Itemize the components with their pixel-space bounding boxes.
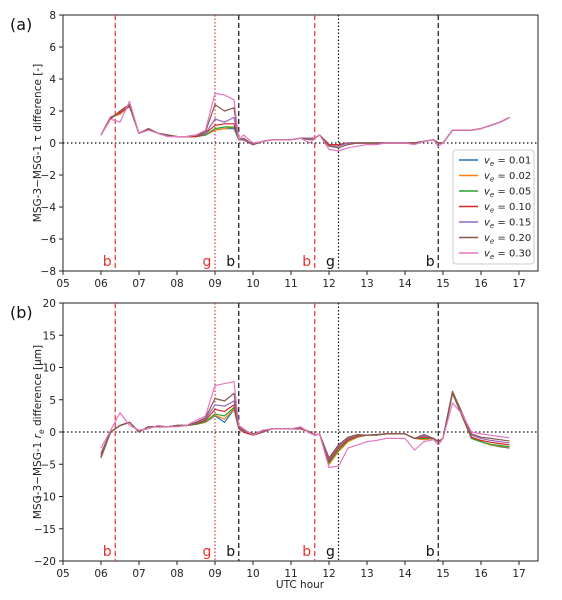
legend-label-6: ve = 0.30 [484, 249, 531, 262]
panel-a-event-label-0: b [103, 254, 112, 270]
panel-b-x-tick-label-1: 06 [94, 568, 108, 580]
panel-b-event-label-0: b [103, 544, 112, 560]
legend-label-0: ve = 0.01 [484, 156, 531, 169]
panel-b-event-label-5: b [426, 544, 435, 560]
panel-b-y-axis-label: MSG-3−MSG-1 re difference [μm] [32, 345, 46, 519]
legend-label-3: ve = 0.10 [484, 202, 531, 215]
panel-a-y-tick-label-4: 0 [49, 138, 56, 150]
panel-b-x-axis-label: UTC hour [276, 579, 325, 591]
panel-a-event-label-1: g [203, 254, 212, 270]
panel-b-x-tick-label-8: 13 [360, 568, 373, 580]
panel-b-y-tick-label-0: −20 [34, 556, 56, 568]
panel-a-y-tick-label-1: −6 [41, 234, 57, 246]
panel-a-y-tick-label-5: 2 [49, 106, 56, 118]
legend: ve = 0.01 ve = 0.02 ve = 0.05 ve = 0.10 ve =… [452, 149, 535, 265]
panel-b-event-lines [114, 303, 439, 561]
panel-b-event-label-1: g [203, 544, 212, 560]
panel-a-event-label-3: b [302, 254, 311, 270]
panel-b-y-tick-label-7: 15 [43, 330, 56, 342]
panel-b-y-tick-label-5: 5 [49, 395, 56, 407]
panel-a-x-tick-label-5: 10 [246, 278, 259, 290]
panel-b-x-tick-label-0: 05 [56, 568, 69, 580]
legend-box [452, 149, 535, 265]
legend-items: ve = 0.01 ve = 0.02 ve = 0.05 ve = 0.10 ve =… [459, 156, 531, 262]
panel-a-x-tick-label-8: 13 [360, 278, 373, 290]
panel-a-x-tick-label-0: 05 [56, 278, 69, 290]
panel-a-y-tick-label-0: −8 [41, 266, 56, 278]
panel-a-event-label-2: b [226, 254, 235, 270]
panel-b-y-tick-label-8: 20 [43, 298, 56, 310]
panel-a-event-label-4: g [326, 254, 335, 270]
panel-a-series-6 [100, 92, 510, 152]
panel-b-x-tick-label-11: 16 [474, 568, 488, 580]
panel-b-x-tick-label-4: 09 [208, 568, 221, 580]
panel-b-y-label-post: difference [μm] [32, 345, 44, 430]
panel-a-y-ticks: −8 −6 −4 −2 0 2 4 6 8 [41, 10, 63, 278]
panel-a-y-tick-label-2: −4 [41, 202, 57, 214]
legend-label-1: ve = 0.02 [484, 171, 531, 184]
panel-b-x-tick-label-2: 07 [132, 568, 145, 580]
panel-b-letter: (b) [10, 303, 33, 322]
panel-b-y-tick-label-1: −15 [34, 524, 56, 536]
panel-a-letter: (a) [10, 15, 32, 34]
panel-b-x-tick-label-6: 11 [284, 568, 297, 580]
panel-b: (b) 05 06 07 08 09 10 11 12 13 14 15 16 17 −20−15−10… [10, 298, 539, 591]
panel-b-x-tick-label-3: 08 [170, 568, 183, 580]
panel-b-y-tick-label-3: −5 [41, 459, 56, 471]
panel-a-y-tick-label-6: 4 [49, 74, 56, 86]
panel-b-y-tick-label-4: 0 [49, 427, 56, 439]
panel-b-series-6 [100, 381, 510, 469]
panel-b-x-tick-label-7: 12 [322, 568, 335, 580]
panel-b-x-ticks: 05 06 07 08 09 10 11 12 13 14 15 16 17 [56, 561, 526, 580]
panel-a-x-tick-label-6: 11 [284, 278, 297, 290]
panel-a: (a) 05 06 07 08 09 10 11 12 13 14 15 16 17 −8−6−4−20… [10, 10, 539, 290]
panel-a-x-tick-label-12: 17 [512, 278, 525, 290]
panel-a-x-tick-label-2: 07 [132, 278, 145, 290]
panel-b-y-ticks: −20 −15 −10 −5 0 5 10 15 20 [34, 298, 63, 568]
panel-a-x-tick-label-7: 12 [322, 278, 335, 290]
panel-b-event-label-4: g [326, 544, 335, 560]
panel-a-event-label-5: b [426, 254, 435, 270]
panel-a-x-tick-label-11: 16 [474, 278, 488, 290]
panel-a-x-tick-label-4: 09 [208, 278, 221, 290]
panel-b-y-tick-label-6: 10 [43, 363, 56, 375]
panel-b-series-1 [100, 392, 510, 465]
panel-b-y-tick-label-2: −10 [34, 492, 56, 504]
panel-a-x-tick-label-9: 14 [398, 278, 412, 290]
panel-b-y-label-pre: MSG-3−MSG-1 [32, 438, 44, 519]
panel-b-series-0 [100, 392, 510, 465]
panel-b-x-tick-label-5: 10 [246, 568, 259, 580]
panel-a-y-tick-label-3: −2 [41, 170, 56, 182]
panel-a-x-ticks: 05 06 07 08 09 10 11 12 13 14 15 16 17 [56, 271, 526, 290]
panel-b-x-tick-label-12: 17 [512, 568, 525, 580]
panel-a-x-tick-label-3: 08 [170, 278, 183, 290]
panel-a-y-tick-label-8: 8 [49, 10, 56, 22]
panel-b-series-5 [100, 390, 510, 459]
panel-b-x-tick-label-9: 14 [398, 568, 412, 580]
panel-b-series-2 [100, 392, 510, 464]
panel-a-x-tick-label-10: 15 [436, 278, 449, 290]
panel-a-y-tick-label-7: 6 [49, 42, 56, 54]
legend-label-2: ve = 0.05 [484, 187, 531, 200]
panel-b-x-tick-label-10: 15 [436, 568, 449, 580]
legend-label-5: ve = 0.20 [484, 233, 531, 246]
panel-b-series [100, 381, 510, 469]
panel-a-series-5 [100, 103, 510, 149]
panel-b-y-label-sub: e [37, 429, 46, 434]
panel-b-y-label-var: r [32, 433, 44, 438]
panel-b-event-label-3: b [302, 544, 311, 560]
panel-a-x-tick-label-1: 06 [94, 278, 108, 290]
panel-a-y-axis-label: MSG-3−MSG-1 τ difference [-] [32, 64, 44, 222]
panel-b-event-label-2: b [226, 544, 235, 560]
panel-a-series [100, 92, 510, 152]
legend-label-4: ve = 0.15 [484, 218, 531, 231]
panel-b-series-4 [100, 390, 510, 460]
